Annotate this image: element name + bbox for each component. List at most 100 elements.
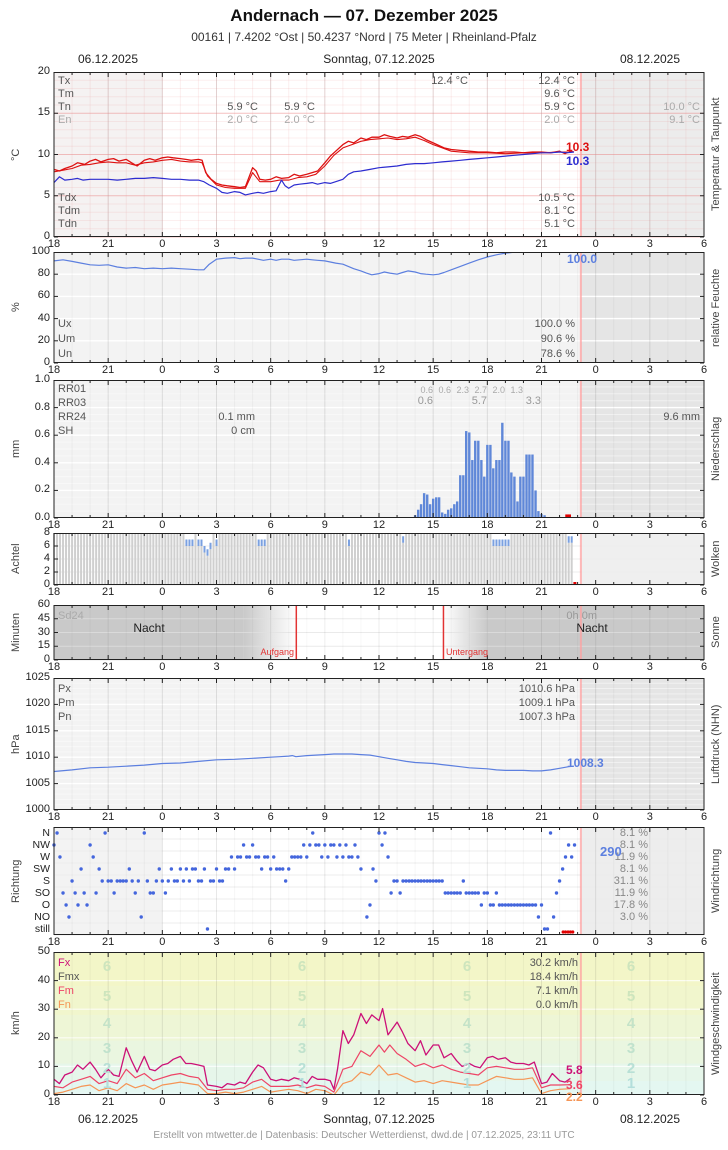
clouds-xtick: 0 [159,586,166,598]
windspeed-xtick: 21 [102,1096,115,1108]
precip-xtick: 21 [535,519,548,531]
temperature-stat-text: En [58,114,72,126]
pressure-xtick: 21 [102,811,115,823]
winddir-xtick: 0 [592,936,599,948]
sun-xtick: 18 [47,661,61,673]
temperature-stat-text: Tdn [58,218,77,230]
windspeed-xtick: 6 [700,1096,708,1108]
precip-stat-text: 3.3 [525,395,541,407]
winddir-unit-label: Richtung [10,859,22,903]
winddir-xtick: 6 [700,936,708,948]
windspeed-stat-text: 2.2 [566,1090,583,1104]
winddir-cat-SO: SO [34,887,50,899]
footer-date-right: 08.12.2025 [619,1112,681,1126]
temperature-ytick: 5 [43,188,50,201]
clouds-ytick: 4 [43,552,50,564]
pressure-stat-text: 1009.1 hPa [518,697,575,709]
sun-ytick: 45 [37,611,50,624]
pressure-xtick: 18 [47,811,61,823]
sun-ytick: 0 [43,653,50,665]
sun-ytick: 60 [37,598,50,610]
winddir-stat-text: 8.1 % [619,827,648,839]
pressure-xtick: 12 [372,811,386,823]
pressure-ytick: 1000 [25,803,50,815]
humidity-xtick: 15 [427,364,440,376]
precip-stat-text: 1.3 [510,385,523,395]
precip-stat-text: 5.7 [471,395,487,407]
sun-xtick: 21 [102,661,115,673]
sun-stat-text: Nacht [576,621,608,635]
temperature-stat-text: 5.1 °C [544,218,575,230]
temperature-stat-text: 12.4 °C [431,75,468,87]
windspeed-xtick: 18 [481,1096,494,1108]
temperature-ytick: 15 [37,106,50,119]
winddir-cat-still: still [34,923,50,935]
humidity-xtick: 21 [102,364,115,376]
temperature-xtick: 21 [535,238,548,250]
sun-xtick: 21 [535,661,548,673]
winddir-cat-NW: NW [32,839,51,851]
winddir-stat-text: 17.8 % [613,899,648,911]
temperature-xtick: 12 [372,238,386,250]
pressure-xtick: 21 [535,811,548,823]
humidity-xtick: 0 [592,364,599,376]
clouds-ytick: 8 [43,526,50,538]
winddir-xtick: 3 [646,936,653,948]
temperature-xtick: 6 [700,238,708,250]
date-label-center: Sonntag, 07.12.2025 [323,52,435,66]
temperature-xtick: 6 [267,238,274,250]
clouds-xtick: 12 [372,586,386,598]
temperature-stat-text: 10.3 [566,140,590,154]
sun-stat-text: 0h 0m [566,610,597,622]
windspeed-unit-label: km/h [10,1011,22,1036]
temperature-stat-text: 5.9 °C [544,101,575,113]
clouds-xtick: 3 [646,586,653,598]
windspeed-xtick: 9 [321,1096,328,1108]
temperature-stat-text: 2.0 °C [544,114,575,126]
humidity-xtick: 18 [47,364,61,376]
pressure-ytick: 1015 [25,723,50,736]
winddir-cat-O: O [41,899,50,911]
humidity-stat-text: 100.0 % [534,318,575,330]
beaufort-number: 5 [102,988,112,1006]
pressure-xtick: 9 [321,811,328,823]
pressure-stat-text: Px [58,683,71,695]
humidity-ytick: 80 [37,267,50,280]
sun-xtick: 6 [700,661,708,673]
temperature-stat-text: 9.1 °C [669,114,700,126]
clouds-ytick: 6 [43,539,50,551]
clouds-xtick: 0 [592,586,599,598]
temperature-stat-text: 5.9 °C [284,101,315,113]
pressure-xtick: 6 [267,811,274,823]
pressure-stat-text: 1010.6 hPa [518,683,575,695]
winddir-xtick: 15 [427,936,440,948]
temperature-stat-text: 9.6 °C [544,88,575,100]
precip-xtick: 3 [213,519,220,531]
precip-stat-text: 2.0 [492,385,505,395]
temperature-stat-text: Tdx [58,192,77,204]
temperature-stat-text: 2.0 °C [284,114,315,126]
precip-right-label: Niederschlag [710,416,722,482]
temperature-right-label: Temperatur & Taupunkt [710,97,722,212]
windspeed-stat-text: Fn [58,999,71,1011]
temperature-ytick: 0 [43,230,50,242]
beaufort-number: 1 [626,1075,636,1093]
sun-ytick: 30 [37,625,50,638]
clouds-xtick: 15 [427,586,440,598]
beaufort-number: 4 [102,1015,112,1033]
temperature-xtick: 0 [159,238,166,250]
date-label-left: 06.12.2025 [77,52,139,66]
temperature-chart [53,72,705,238]
clouds-ytick: 0 [43,578,50,590]
pressure-xtick: 3 [213,811,220,823]
windspeed-stat-text: Fmx [58,971,80,983]
precip-ytick: 1.0 [34,373,50,385]
clouds-ytick: 2 [43,565,50,577]
windspeed-stat-text: 5.8 [566,1063,583,1077]
beaufort-number: 5 [462,988,472,1006]
clouds-xtick: 3 [213,586,220,598]
humidity-stat-text: Un [58,348,73,360]
pressure-ytick: 1025 [25,671,50,683]
humidity-xtick: 3 [646,364,653,376]
